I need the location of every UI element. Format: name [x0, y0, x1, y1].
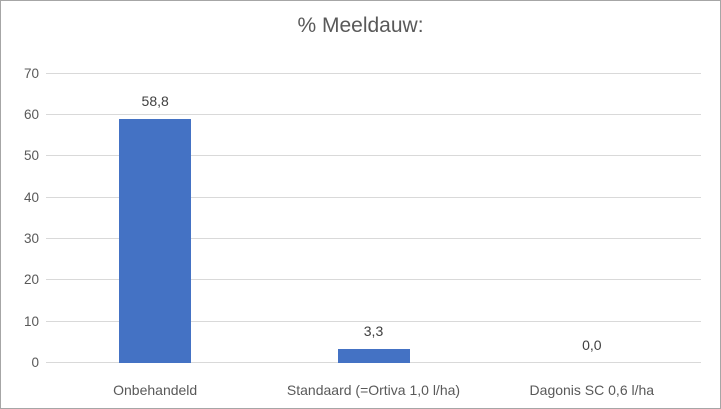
data-label-1: 3,3 — [363, 322, 384, 339]
y-tick-label-60: 60 — [23, 106, 39, 122]
y-tick-label-20: 20 — [23, 272, 39, 288]
y-tick-label-30: 30 — [23, 230, 39, 246]
category-label-1: Standaard (=Ortiva 1,0 l/ha) — [286, 382, 461, 398]
gridline-40 — [46, 196, 701, 198]
gridline-30 — [46, 237, 701, 239]
gridline-10 — [46, 320, 701, 322]
data-label-2: 0,0 — [582, 336, 602, 353]
bar-0 — [119, 119, 192, 363]
gridline-70 — [46, 72, 701, 74]
gridline-50 — [46, 155, 701, 157]
gridline-20 — [46, 279, 701, 281]
data-label-0: 58,8 — [141, 93, 169, 110]
y-tick-label-10: 10 — [23, 313, 39, 329]
bar-1 — [337, 348, 410, 363]
gridline-0 — [46, 362, 701, 363]
y-tick-label-50: 50 — [23, 148, 39, 164]
gridline-60 — [46, 113, 701, 115]
chart-title: % Meeldauw: — [297, 14, 424, 37]
y-tick-label-40: 40 — [23, 189, 39, 205]
category-label-2: Dagonis SC 0,6 l/ha — [529, 382, 655, 398]
category-label-0: Onbehandeld — [113, 382, 198, 398]
y-tick-label-70: 70 — [23, 65, 39, 81]
y-tick-label-0: 0 — [31, 355, 39, 370]
plot-area: 58,8 3,3 0,0 — [46, 72, 701, 363]
